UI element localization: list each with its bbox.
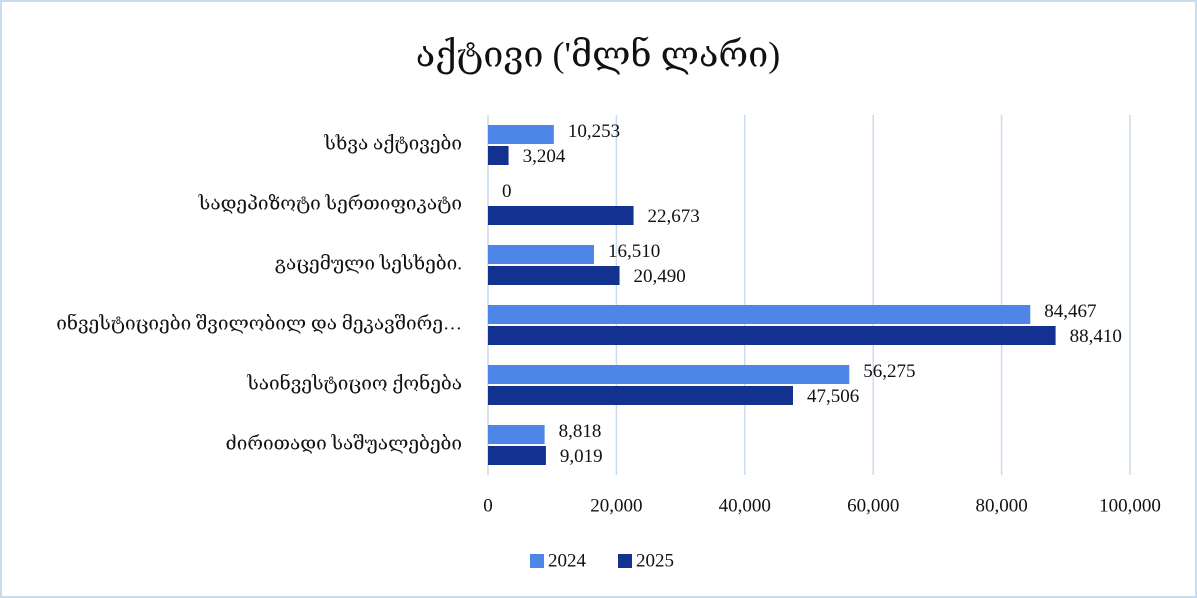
data-label: 8,818 [559,421,602,442]
data-label: 10,253 [568,121,620,142]
legend-label: 2025 [636,550,674,571]
data-label: 16,510 [608,241,660,262]
bar [488,365,850,384]
bar [488,245,594,264]
legend-swatch [618,554,632,568]
x-tick-label: 60,000 [847,495,899,516]
data-label: 9,019 [560,446,603,467]
x-tick-label: 20,000 [590,495,642,516]
y-tick-label: ინვესტიციები შვილობილ და მეკავშირე… [56,312,462,334]
y-tick-label: გაცემული სესხები. [275,253,462,274]
bar [488,146,509,165]
data-label: 88,410 [1070,326,1122,347]
bar [488,305,1031,324]
y-tick-label: ძირითადი საშუალებები [226,433,462,454]
bar [488,326,1056,345]
data-label: 84,467 [1044,301,1096,322]
x-tick-label: 40,000 [719,495,771,516]
bar [488,266,620,285]
legend-swatch [530,554,544,568]
data-label: 20,490 [634,266,686,287]
bar [488,446,546,465]
data-label: 56,275 [863,361,915,382]
y-tick-label: სადეპიზოტი სერთიფიკატი [198,193,462,214]
y-tick-label: საინვესტიციო ქონება [246,372,462,394]
bar [488,425,545,444]
bar [488,206,634,225]
bar [488,125,554,144]
x-tick-label: 100,000 [1099,495,1161,516]
y-tick-label: სხვა აქტივები [323,133,462,154]
chart-title: აქტივი ('მლნ ლარი) [416,34,780,74]
data-label: 47,506 [807,386,859,407]
x-tick-label: 80,000 [975,495,1027,516]
data-label: 3,204 [523,146,566,167]
bar [488,386,793,405]
data-label: 0 [502,181,512,202]
legend-label: 2024 [548,550,587,571]
x-tick-label: 0 [483,495,493,516]
data-label: 22,673 [648,206,700,227]
